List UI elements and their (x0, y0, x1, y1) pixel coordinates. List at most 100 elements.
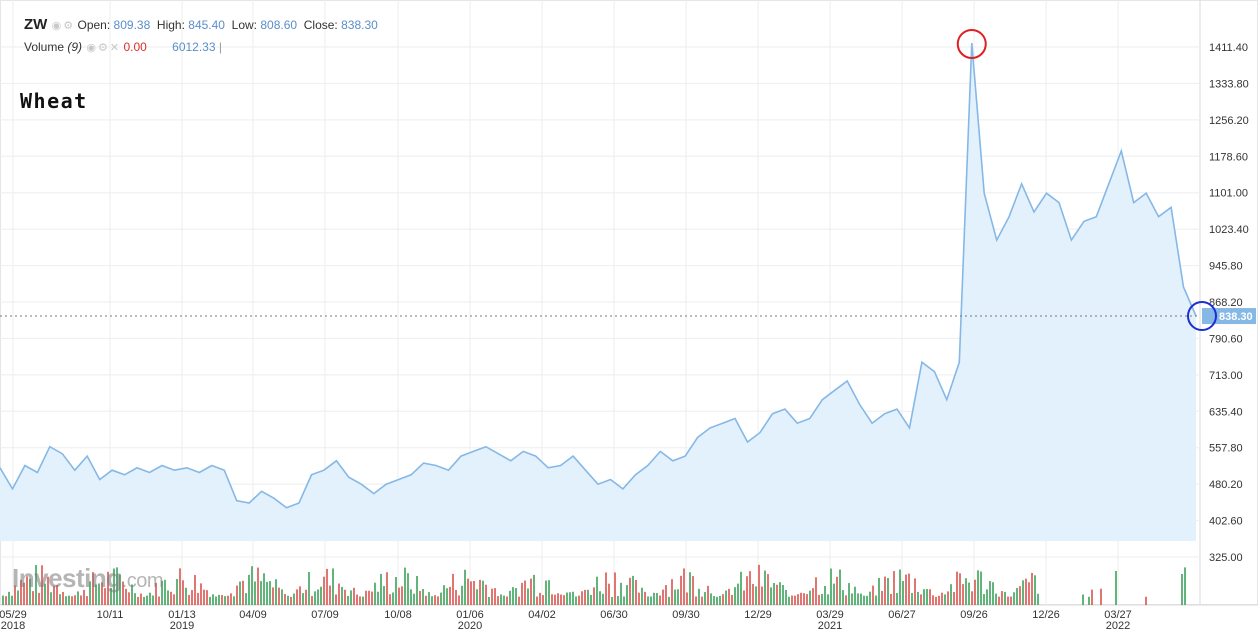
volume-bar (143, 596, 145, 605)
eye-icon[interactable]: ◉ (51, 20, 62, 32)
volume-bar (995, 593, 997, 605)
x-tick-label: 10/08 (384, 609, 412, 621)
volume-bar (767, 574, 769, 605)
volume-bar (101, 582, 103, 605)
volume-bar (539, 592, 541, 605)
gear-icon[interactable]: ⚙ (63, 20, 74, 32)
gear-icon[interactable]: ⚙ (98, 42, 108, 54)
y-tick-label: 790.60 (1209, 333, 1243, 345)
volume-bar (203, 589, 205, 605)
volume-bar (746, 576, 748, 605)
volume-bar (533, 574, 535, 605)
volume-bar (926, 589, 928, 605)
peak-highlight-circle (956, 28, 987, 59)
volume-bar (221, 595, 223, 605)
volume-bar (38, 592, 40, 605)
x-tick-year: 2021 (818, 620, 842, 632)
volume-bar (728, 588, 730, 605)
volume-bar (431, 596, 433, 605)
volume-bar (686, 592, 688, 605)
volume-bar (140, 593, 142, 605)
volume-bar (413, 593, 415, 605)
volume-bar (104, 588, 106, 605)
volume-bar (911, 592, 913, 605)
volume-bar (578, 595, 580, 605)
volume-bar (563, 595, 565, 605)
volume-bar (107, 571, 109, 605)
volume-bar (743, 590, 745, 605)
volume-bar (401, 586, 403, 605)
volume-bar (863, 595, 865, 605)
volume-bar (1031, 572, 1033, 605)
volume-bar (779, 582, 781, 605)
volume-bar (944, 594, 946, 605)
volume-bar (77, 591, 79, 605)
volume-bar (674, 589, 676, 605)
volume-bar (158, 596, 160, 605)
volume-bar (257, 567, 259, 605)
volume-bar (407, 573, 409, 605)
volume-bar (761, 586, 763, 605)
price-area (0, 43, 1196, 541)
volume-bar (872, 585, 874, 605)
volume-bar (635, 580, 637, 605)
volume-bar (305, 589, 307, 605)
volume-bar (611, 596, 613, 605)
y-tick-label: 1256.20 (1209, 115, 1249, 127)
volume-bar (5, 596, 7, 605)
volume-bar (332, 568, 334, 605)
volume-bar (650, 596, 652, 605)
volume-bar (374, 582, 376, 605)
x-tick-label: 04/09 (239, 609, 267, 621)
volume-bar (527, 588, 529, 605)
volume-bar (764, 570, 766, 605)
volume-bar (647, 596, 649, 605)
volume-bar (254, 581, 256, 605)
volume-bar (287, 595, 289, 605)
volume-bar (209, 596, 211, 605)
volume-bar (179, 568, 181, 605)
volume-bar (788, 596, 790, 605)
volume-bar (941, 592, 943, 605)
high-value: 845.40 (188, 18, 225, 32)
volume-bar (71, 596, 73, 605)
volume-bar (704, 592, 706, 605)
volume-bar (545, 580, 547, 605)
volume-bar (503, 595, 505, 605)
volume-bar (260, 581, 262, 605)
volume-bar (929, 589, 931, 605)
volume-bar (146, 595, 148, 605)
volume-bar (740, 571, 742, 605)
volume-bar (671, 579, 673, 605)
close-label: Close: (303, 18, 338, 32)
volume-bar (923, 589, 925, 605)
volume-bar (515, 588, 517, 605)
volume-bar (227, 595, 229, 605)
last-price-label: 838.30 (1219, 311, 1253, 323)
high-label: High: (156, 18, 185, 32)
volume-bar (560, 594, 562, 605)
volume-bar (299, 586, 301, 605)
volume-bar (818, 594, 820, 605)
volume-bar (890, 594, 892, 605)
close-icon[interactable]: ✕ (109, 42, 120, 54)
volume-bar (584, 589, 586, 605)
x-tick-year: 2022 (1106, 620, 1130, 632)
volume-bar (710, 593, 712, 605)
volume-bar (896, 593, 898, 605)
volume-bar (737, 583, 739, 605)
volume-bar (119, 574, 121, 605)
volume-bar (485, 584, 487, 605)
volume-bar (185, 587, 187, 605)
volume-bar (899, 569, 901, 605)
volume-bar (866, 595, 868, 605)
volume-bar (395, 577, 397, 605)
volume-bar (962, 584, 964, 605)
x-tick-label: 03/29 (816, 609, 844, 621)
volume-bar (236, 585, 238, 605)
eye-icon[interactable]: ◉ (86, 42, 96, 54)
volume-bar (947, 591, 949, 605)
volume-bar (713, 596, 715, 605)
volume-bar (692, 576, 694, 605)
volume-bar (641, 587, 643, 605)
